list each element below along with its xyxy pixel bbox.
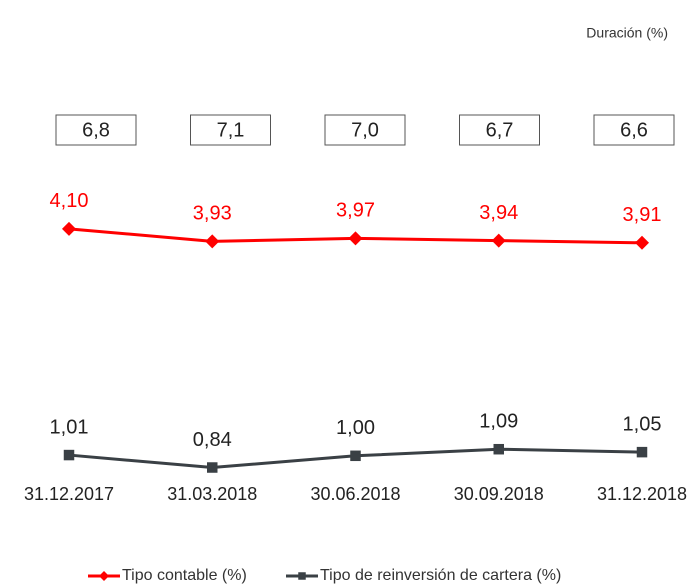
duration-box xyxy=(593,114,675,146)
data-label: 3,91 xyxy=(623,204,662,226)
data-label: 1,05 xyxy=(623,413,662,435)
x-tick-label: 31.12.2018 xyxy=(597,484,687,504)
data-label: 3,93 xyxy=(193,203,232,225)
point xyxy=(493,443,504,455)
duration-label: 6,6 xyxy=(620,119,648,141)
point xyxy=(491,233,506,248)
duration-box xyxy=(459,114,540,146)
point xyxy=(207,462,218,473)
point xyxy=(63,449,75,461)
data-label: 3,94 xyxy=(479,202,518,224)
duration-label: 7,0 xyxy=(351,119,379,141)
duration-box xyxy=(55,114,137,146)
data-label: 1,09 xyxy=(479,410,518,432)
point xyxy=(205,234,220,249)
data-label: 3,97 xyxy=(336,200,375,222)
duration-label: 6,8 xyxy=(82,119,110,141)
annotation: Duración (%) xyxy=(586,25,668,41)
duration-label: 6,7 xyxy=(486,119,514,141)
point xyxy=(348,231,363,246)
x-tick-label: 30.06.2018 xyxy=(310,484,400,504)
legend-label: Tipo contable (%) xyxy=(122,567,247,584)
point xyxy=(62,221,76,236)
data-label: 1,01 xyxy=(50,416,89,438)
point xyxy=(350,450,361,462)
x-tick-label: 31.12.2017 xyxy=(24,484,114,504)
x-tick-label: 30.09.2018 xyxy=(454,484,544,504)
duration-box xyxy=(324,114,406,146)
data-label: 0,84 xyxy=(193,429,232,451)
data-label: 1,00 xyxy=(336,417,375,439)
duration-box xyxy=(190,114,271,146)
x-tick-label: 31.03.2018 xyxy=(167,484,257,504)
point xyxy=(635,235,649,250)
data-label: 4,10 xyxy=(50,190,89,212)
legend-label: Tipo de reinversión de cartera (%) xyxy=(320,567,561,584)
legend-marker xyxy=(298,572,306,580)
legend-marker xyxy=(99,571,109,581)
duration-label: 7,1 xyxy=(217,119,245,141)
point xyxy=(636,446,648,458)
